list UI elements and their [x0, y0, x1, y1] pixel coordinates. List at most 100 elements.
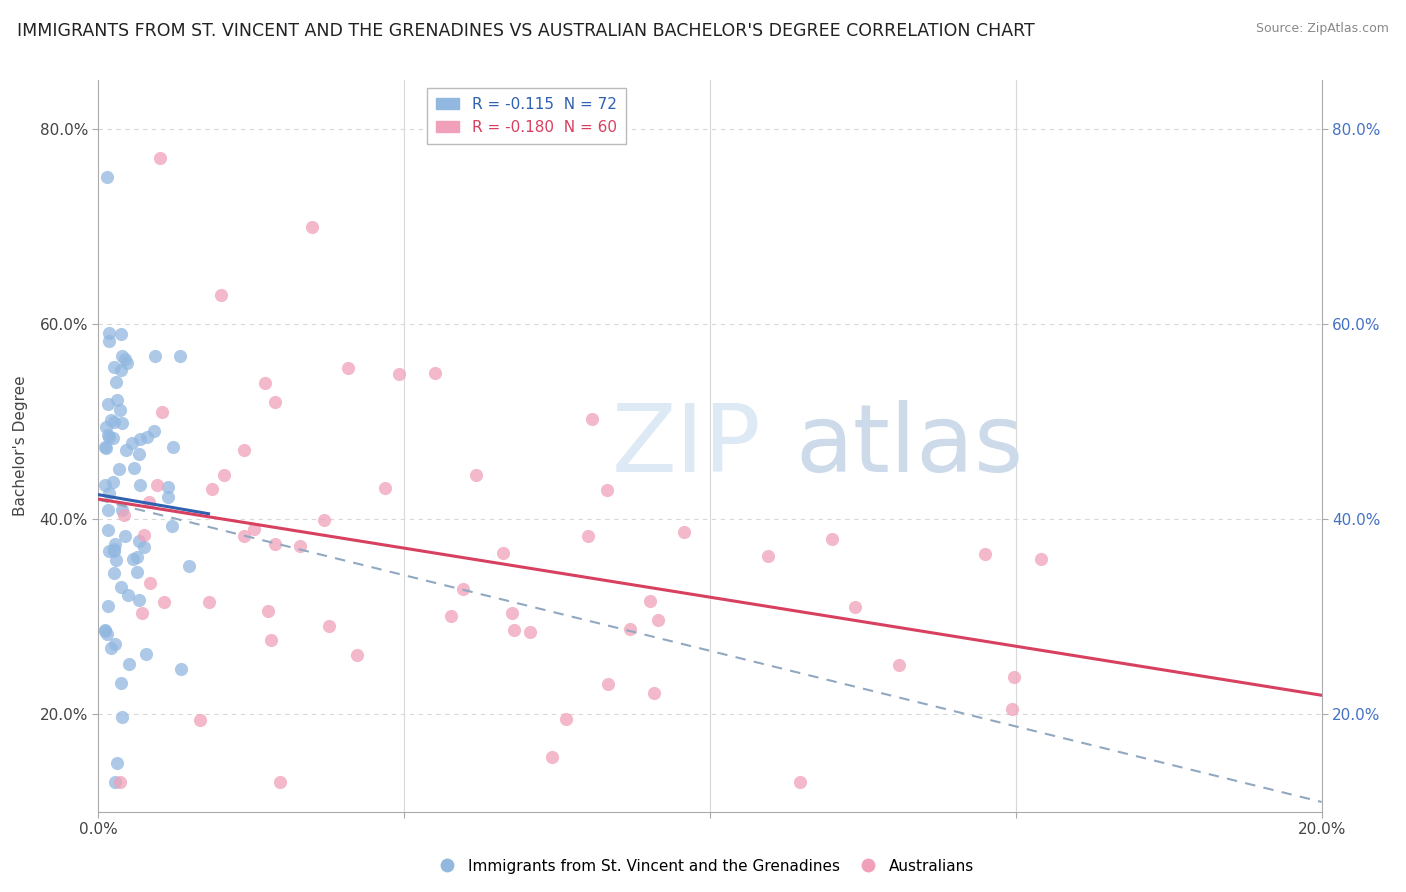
Point [212, 467, 235, 482]
Point [243, 523, 266, 537]
Point [97, 599, 120, 614]
Point [492, 546, 515, 560]
Point [643, 686, 665, 700]
Point [132, 528, 155, 542]
Point [104, 536, 127, 550]
Point [139, 576, 162, 591]
Point [105, 756, 128, 770]
Point [122, 461, 145, 475]
Text: IMMIGRANTS FROM ST. VINCENT AND THE GRENADINES VS AUSTRALIAN BACHELOR'S DEGREE C: IMMIGRANTS FROM ST. VINCENT AND THE GREN… [17, 22, 1035, 40]
Point [100, 412, 122, 426]
Y-axis label: Bachelor's Degree: Bachelor's Degree [14, 376, 28, 516]
Point [97, 397, 120, 411]
Point [150, 405, 173, 419]
Point [93, 623, 115, 637]
Text: ZIP: ZIP [612, 400, 762, 492]
Legend: Immigrants from St. Vincent and the Grenadines, Australians: Immigrants from St. Vincent and the Gren… [426, 853, 980, 880]
Point [647, 613, 669, 627]
Point [346, 648, 368, 663]
Point [97, 543, 120, 558]
Point [128, 478, 150, 492]
Point [540, 750, 562, 764]
Point [160, 519, 183, 533]
Point [149, 151, 172, 165]
Point [128, 447, 150, 461]
Point [103, 360, 125, 375]
Point [97, 503, 120, 517]
Point [257, 604, 280, 618]
Point [122, 552, 145, 566]
Text: Source: ZipAtlas.com: Source: ZipAtlas.com [1256, 22, 1389, 36]
Point [974, 547, 997, 561]
Point [789, 775, 811, 789]
Point [138, 495, 160, 509]
Point [93, 624, 115, 639]
Point [423, 366, 446, 380]
Point [128, 593, 150, 607]
Point [555, 712, 578, 726]
Point [156, 490, 179, 504]
Point [260, 633, 283, 648]
Point [638, 593, 661, 607]
Point [157, 480, 180, 494]
Point [312, 513, 335, 527]
Point [105, 393, 128, 408]
Point [105, 553, 128, 567]
Point [101, 475, 124, 489]
Point [844, 600, 866, 615]
Point [209, 288, 232, 302]
Point [388, 367, 411, 381]
Point [127, 565, 149, 579]
Point [269, 775, 291, 789]
Point [254, 376, 277, 391]
Point [672, 525, 695, 540]
Point [114, 443, 136, 458]
Point [135, 647, 157, 661]
Point [103, 542, 125, 557]
Point [301, 219, 323, 234]
Point [162, 440, 184, 454]
Point [1001, 702, 1024, 716]
Point [110, 416, 132, 430]
Point [97, 523, 120, 537]
Point [576, 528, 599, 542]
Point [103, 431, 125, 445]
Point [169, 349, 191, 363]
Point [111, 710, 134, 724]
Text: atlas: atlas [796, 400, 1024, 492]
Point [97, 486, 120, 500]
Point [581, 412, 603, 426]
Point [96, 442, 118, 456]
Point [596, 677, 619, 691]
Point [94, 478, 117, 492]
Point [96, 626, 118, 640]
Point [889, 658, 911, 673]
Point [145, 349, 167, 363]
Point [112, 508, 135, 522]
Point [100, 640, 122, 655]
Point [111, 503, 134, 517]
Point [110, 580, 132, 594]
Point [465, 467, 488, 482]
Point [143, 424, 166, 438]
Point [263, 537, 285, 551]
Point [264, 394, 287, 409]
Point [117, 588, 139, 602]
Point [188, 713, 211, 727]
Point [121, 436, 143, 450]
Point [1002, 670, 1025, 684]
Point [519, 625, 541, 640]
Point [94, 420, 117, 434]
Point [318, 619, 340, 633]
Point [146, 478, 169, 492]
Point [619, 622, 641, 636]
Point [170, 662, 193, 676]
Point [153, 594, 176, 608]
Point [108, 462, 131, 476]
Point [114, 529, 136, 543]
Point [131, 606, 153, 620]
Point [108, 403, 131, 417]
Point [97, 430, 120, 444]
Point [756, 549, 779, 563]
Point [94, 440, 117, 454]
